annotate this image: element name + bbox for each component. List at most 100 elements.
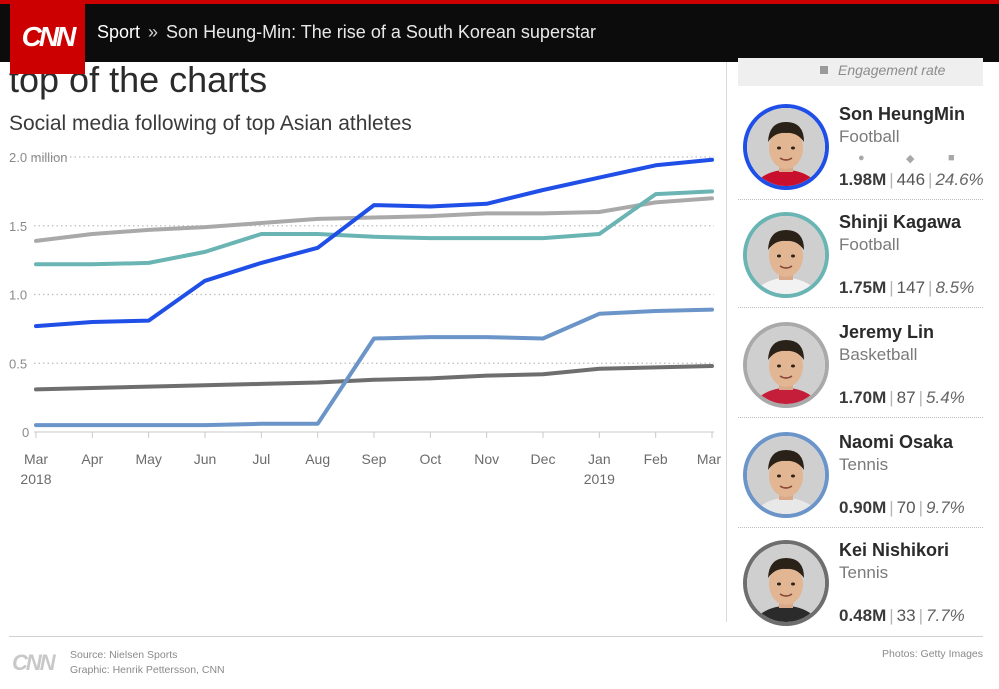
posts-value: 147	[896, 278, 926, 297]
athlete-name: Naomi Osaka	[839, 432, 954, 452]
athlete-sport: Basketball	[839, 345, 918, 364]
series-line-naomi-osaka	[34, 307, 714, 428]
stat-separator: |	[928, 170, 933, 189]
x-tick-label: Mar	[24, 451, 48, 467]
followers-value: 1.98M	[839, 170, 887, 189]
line-chart: 0 0.5 1.0 1.5 2.0 million Mar 2018 Apr May Jun Jul…	[9, 150, 721, 485]
followers-value: 0.90M	[839, 498, 887, 517]
chart-subtitle: Social media following of top Asian athl…	[9, 112, 412, 135]
athlete-stats: 0.90M | 70 | 9.7%	[839, 498, 965, 518]
cnn-logo[interactable]: CNN	[10, 0, 85, 74]
engagement-legend: Engagement rate	[738, 58, 983, 86]
athlete-photo	[743, 104, 829, 190]
breadcrumb: Sport » Son Heung-Min: The rise of a South…	[97, 22, 596, 43]
followers-circle-icon: ●	[858, 152, 865, 164]
series-line-kei-nishikori	[34, 364, 714, 392]
series-line-son-heungmin	[34, 157, 714, 329]
source-note: Source: Nielsen Sports Graphic: Henrik P…	[70, 648, 225, 678]
engagement-value: 5.4%	[926, 388, 965, 407]
followers-value: 1.70M	[839, 388, 887, 407]
posts-value: 70	[896, 498, 916, 517]
athlete-name: Jeremy Lin	[839, 322, 935, 342]
athlete-stats: 0.48M | 33 | 7.7%	[839, 606, 965, 626]
x-tick-label: Nov	[474, 451, 499, 467]
athlete-photo	[743, 322, 829, 408]
stat-separator: |	[918, 498, 924, 517]
followers-value: 0.48M	[839, 606, 887, 625]
y-tick-label: 1.0	[9, 288, 27, 303]
engagement-value: 9.7%	[926, 498, 965, 517]
card-separator	[738, 527, 983, 528]
posts-value: 446	[896, 170, 926, 189]
x-tick-label: May	[135, 451, 161, 467]
posts-value: 33	[896, 606, 916, 625]
athlete-sport: Tennis	[839, 563, 889, 582]
y-tick-label: 0.5	[9, 356, 27, 371]
stat-separator: |	[889, 278, 894, 297]
athlete-name: Shinji Kagawa	[839, 212, 962, 232]
stat-separator: |	[889, 498, 894, 517]
x-tick-label: Aug	[305, 451, 330, 467]
graphic-credit: Graphic: Henrik Pettersson, CNN	[70, 664, 225, 676]
card-separator	[738, 199, 983, 200]
y-tick-label: 0	[22, 425, 29, 440]
x-tick-label: Jun	[194, 451, 217, 467]
posts-diamond-icon: ◆	[906, 153, 915, 165]
stat-separator: |	[889, 170, 894, 189]
athlete-stats: 1.98M | 446 | 24.6%	[839, 170, 984, 190]
footer-divider	[9, 636, 983, 637]
card-separator	[738, 307, 983, 308]
athlete-card-naomi-osaka: Naomi Osaka Tennis 0.90M | 70 | 9.7%	[738, 420, 983, 528]
y-tick-label: 1.5	[9, 219, 27, 234]
athlete-card-jeremy-lin: Jeremy Lin Basketball 1.70M | 87 | 5.4%	[738, 310, 983, 418]
x-tick-label: Mar	[697, 451, 721, 467]
source-text: Source: Nielsen Sports	[70, 649, 178, 661]
posts-value: 87	[896, 388, 916, 407]
stat-separator: |	[889, 606, 894, 625]
athlete-stats: 1.70M | 87 | 5.4%	[839, 388, 965, 408]
x-tick-label: Oct	[419, 451, 441, 467]
stat-separator: |	[889, 388, 894, 407]
engagement-value: 24.6%	[935, 170, 984, 189]
athlete-stats: 1.75M | 147 | 8.5%	[839, 278, 974, 298]
engagement-square-icon: ■	[948, 152, 955, 164]
athlete-sport: Football	[839, 235, 900, 254]
athlete-name: Son HeungMin	[839, 104, 965, 124]
athlete-photo	[743, 540, 829, 626]
engagement-value: 7.7%	[926, 606, 965, 625]
top-nav-bar: Sport » Son Heung-Min: The rise of a South…	[0, 0, 999, 62]
breadcrumb-separator: »	[148, 22, 159, 42]
breadcrumb-section-link[interactable]: Sport	[97, 22, 141, 42]
stat-separator: |	[918, 606, 924, 625]
x-tick-label: 2018	[20, 471, 51, 485]
athlete-photo	[743, 212, 829, 298]
series-line-jeremy-lin	[34, 196, 714, 243]
panel-divider	[726, 62, 727, 622]
y-tick-label: 2.0 million	[9, 150, 68, 165]
x-tick-label: 2019	[584, 471, 615, 485]
x-tick-label: Apr	[81, 451, 103, 467]
followers-value: 1.75M	[839, 278, 887, 297]
x-tick-label: Sep	[362, 451, 387, 467]
card-separator	[738, 417, 983, 418]
x-tick-label: Jul	[252, 451, 270, 467]
x-tick-label: Dec	[531, 451, 556, 467]
athlete-card-son-heungmin: Son HeungMin Football ● ◆ ■ 1.98M | 446 | 24.6%	[738, 92, 984, 200]
athlete-sport: Tennis	[839, 455, 889, 474]
athlete-name: Kei Nishikori	[839, 540, 950, 560]
engagement-legend-label: Engagement rate	[838, 62, 946, 78]
stat-separator: |	[918, 388, 924, 407]
photo-credit: Photos: Getty Images	[882, 648, 983, 660]
athlete-photo	[743, 432, 829, 518]
breadcrumb-article-title[interactable]: Son Heung-Min: The rise of a South Korea…	[166, 22, 596, 42]
x-tick-label: Feb	[644, 451, 668, 467]
athlete-sport: Football	[839, 127, 900, 146]
x-tick-label: Jan	[588, 451, 611, 467]
athlete-card-kei-nishikori: Kei Nishikori Tennis 0.48M | 33 | 7.7%	[738, 528, 983, 636]
footer-cnn-logo: CNN	[12, 650, 56, 675]
engagement-value: 8.5%	[935, 278, 975, 297]
engagement-square-icon	[820, 66, 828, 74]
stat-separator: |	[928, 278, 933, 297]
series-line-shinji-kagawa	[34, 189, 714, 267]
athlete-card-shinji-kagawa: Shinji Kagawa Football 1.75M | 147 | 8.5%	[738, 200, 983, 308]
